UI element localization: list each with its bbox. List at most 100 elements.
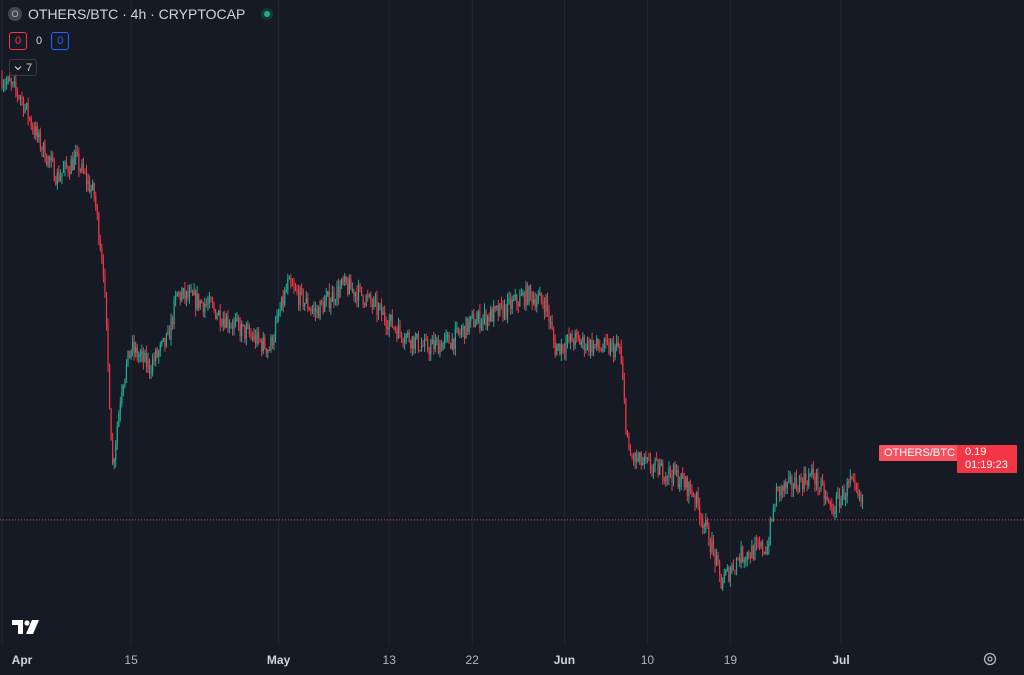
- candle: [368, 293, 370, 299]
- candle: [324, 294, 326, 313]
- candle: [268, 346, 270, 352]
- candle: [769, 516, 771, 546]
- candle: [768, 536, 770, 555]
- candle: [554, 334, 556, 358]
- candle: [594, 344, 596, 349]
- candle: [135, 341, 137, 358]
- candle: [141, 344, 143, 363]
- candle: [546, 292, 549, 317]
- candle: [293, 278, 295, 295]
- candle: [101, 243, 103, 265]
- candle: [405, 333, 407, 345]
- candle: [656, 452, 658, 462]
- candle: [445, 329, 447, 344]
- candle: [459, 328, 461, 339]
- candle: [751, 539, 753, 559]
- candle: [153, 352, 155, 366]
- candle: [96, 203, 98, 221]
- candle: [826, 491, 828, 502]
- candle: [155, 347, 157, 367]
- candle: [41, 145, 43, 157]
- candle: [78, 147, 80, 178]
- sell-counter[interactable]: 0: [9, 32, 27, 50]
- candle: [87, 173, 89, 192]
- candle: [832, 503, 834, 517]
- price-chart[interactable]: [0, 0, 1024, 645]
- symbol-title[interactable]: OTHERS/BTC · 4h · CRYPTOCAP: [28, 6, 246, 22]
- candle: [499, 303, 501, 317]
- tradingview-logo-icon[interactable]: [12, 620, 42, 634]
- indicators-toggle-button[interactable]: 7: [9, 59, 38, 76]
- candle: [496, 304, 498, 311]
- candle: [431, 335, 433, 345]
- candle: [536, 294, 538, 313]
- market-status-icon[interactable]: [261, 8, 274, 20]
- candle: [210, 296, 212, 303]
- candle: [780, 484, 782, 502]
- candle: [467, 317, 469, 336]
- candle: [703, 523, 705, 534]
- candle: [775, 483, 778, 507]
- candle: [542, 294, 544, 309]
- candle: [379, 303, 381, 311]
- candle: [265, 348, 267, 358]
- candle: [105, 291, 108, 331]
- candle: [76, 145, 78, 157]
- candle: [354, 291, 357, 304]
- candle: [345, 275, 347, 286]
- candle: [256, 327, 258, 347]
- buy-counter[interactable]: 0: [51, 32, 70, 50]
- chart-area[interactable]: [0, 0, 1024, 645]
- settings-gear-icon[interactable]: [982, 651, 998, 667]
- candle: [823, 480, 825, 507]
- candle: [683, 472, 685, 491]
- candle: [623, 372, 625, 405]
- candle: [762, 539, 764, 557]
- candle: [805, 466, 807, 485]
- candle: [654, 457, 656, 473]
- candle: [491, 306, 493, 322]
- candle: [726, 564, 728, 572]
- candle: [821, 473, 824, 486]
- candle: [107, 318, 109, 372]
- candle: [407, 330, 409, 338]
- candle: [626, 430, 629, 438]
- candle: [603, 337, 605, 352]
- time-axis[interactable]: Apr 15 May 13 22 Jun 10 19 Jul: [0, 645, 1024, 675]
- candle: [29, 116, 31, 122]
- time-axis-label: 15: [124, 653, 138, 667]
- candle: [245, 322, 247, 346]
- candle: [239, 317, 241, 342]
- candle: [311, 304, 314, 315]
- candle: [250, 328, 252, 340]
- candle: [471, 310, 473, 319]
- candle: [757, 537, 759, 549]
- candle: [110, 408, 112, 441]
- candle: [347, 276, 349, 297]
- candle: [341, 277, 343, 289]
- candle: [179, 290, 181, 306]
- candle: [631, 453, 633, 460]
- candle: [580, 339, 582, 348]
- candle: [523, 290, 526, 310]
- candle: [231, 319, 234, 336]
- candle: [270, 334, 272, 353]
- candle: [27, 97, 29, 126]
- candle: [288, 275, 290, 280]
- candle: [317, 305, 320, 319]
- candle: [428, 347, 430, 361]
- candle: [582, 332, 584, 350]
- candle: [843, 484, 845, 501]
- candle: [19, 95, 22, 106]
- candle: [811, 463, 813, 478]
- candle: [81, 158, 83, 174]
- candle: [364, 302, 366, 308]
- candle: [479, 304, 481, 334]
- candle: [695, 491, 698, 509]
- candle: [164, 337, 166, 352]
- candle: [321, 299, 323, 306]
- candle: [162, 337, 164, 343]
- candle: [680, 472, 682, 491]
- price-tag-symbol: OTHERS/BTC: [879, 445, 960, 461]
- candle: [619, 343, 621, 355]
